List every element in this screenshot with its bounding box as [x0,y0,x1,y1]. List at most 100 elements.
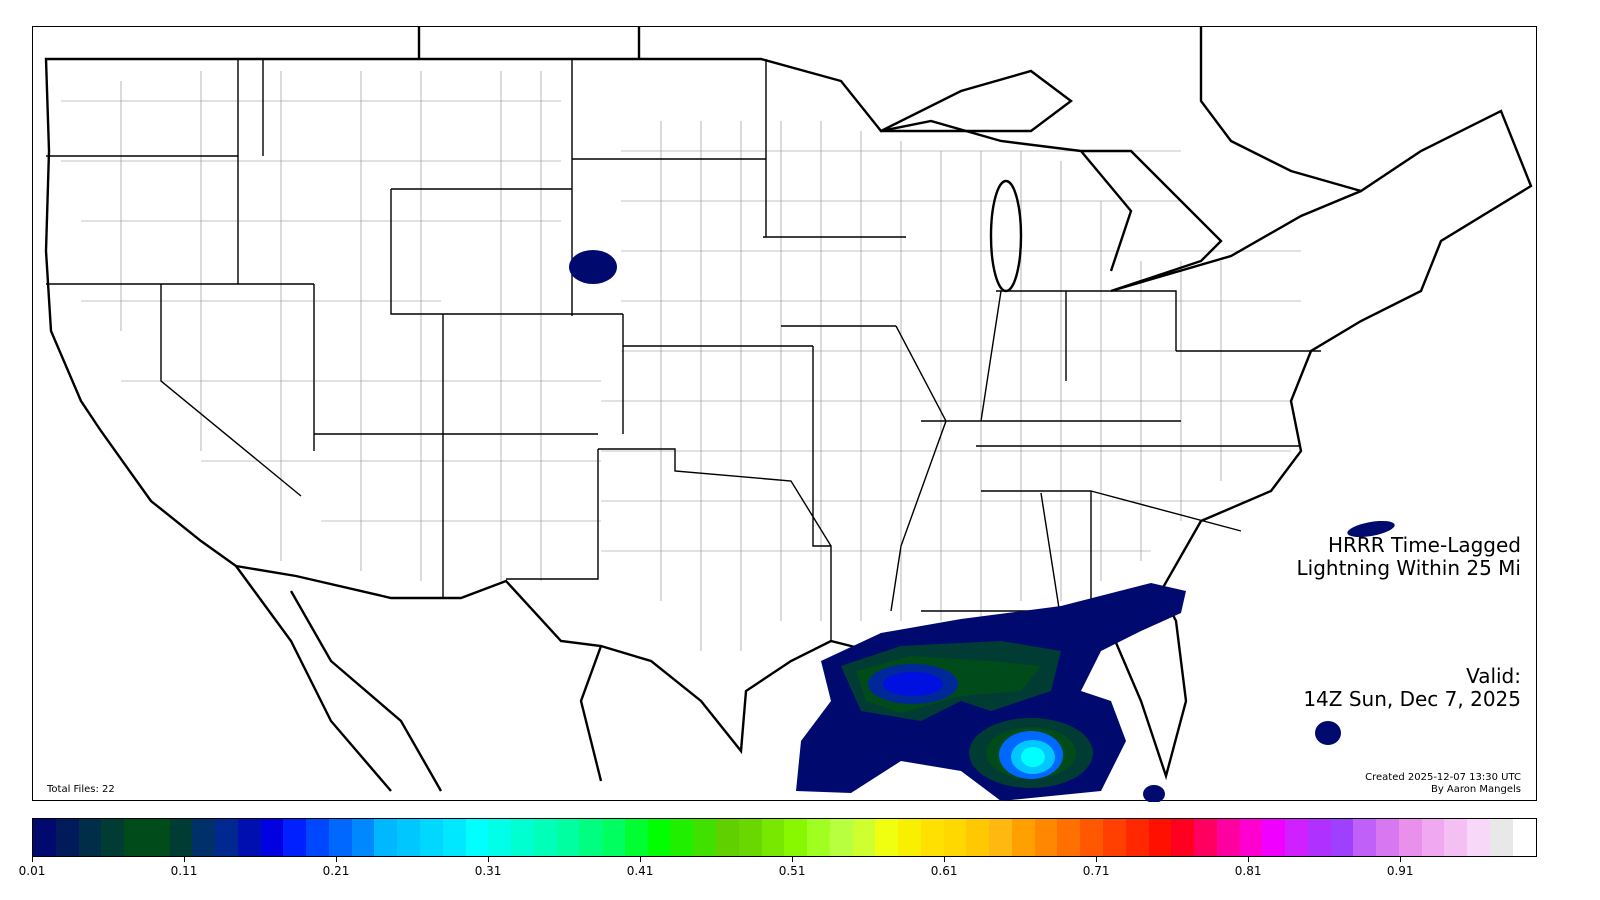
county-grid [61,71,1301,651]
colorbar-segment [192,819,216,856]
colorbar-tick [32,857,33,862]
colorbar-segment [1216,819,1240,856]
colorbar-segment [1330,819,1354,856]
colorbar-segment [397,819,421,856]
colorbar-tick-label: 0.01 [18,864,46,878]
colorbar-segment [1307,819,1331,856]
colorbar-segment [306,819,329,856]
colorbar-segment [511,819,534,856]
colorbar-tick-label: 0.31 [474,864,502,878]
lightning-blob-bahamas [1315,721,1341,745]
colorbar-segment [33,819,56,856]
colorbar-segment [124,819,147,856]
credits: Created 2025-12-07 13:30 UTC By Aaron Ma… [1365,772,1521,795]
colorbar-segment [1398,819,1422,856]
colorbar-segment [146,819,170,856]
colorbar-segment [1034,819,1058,856]
colorbar-segment [1080,819,1103,856]
colorbar-segment [328,819,352,856]
colorbar-segment [1171,819,1195,856]
colorbar-tick [1096,857,1098,862]
colorbar-segment [1011,819,1035,856]
colorbar-tick [1400,857,1402,862]
colorbar-segment [556,819,580,856]
colorbar-segment [579,819,603,856]
colorbar-segment [215,819,238,856]
colorbar-segment [78,819,102,856]
conus-map [44,27,1533,802]
colorbar-tick [488,857,490,862]
colorbar-tick-label: 0.81 [1234,864,1262,878]
colorbar-tick-label: 0.51 [778,864,806,878]
colorbar-tick-label: 0.71 [1082,864,1110,878]
colorbar-segment [55,819,79,856]
colorbar-segment [374,819,398,856]
colorbar-segment [1421,819,1445,856]
colorbar-segment [420,819,443,856]
colorbar-segment [465,819,489,856]
colorbar-tick [336,857,338,862]
map-panel: HRRR Time-Lagged Lightning Within 25 Mi … [32,26,1537,802]
lightning-blob-nebraska [569,250,617,284]
state-borders [46,59,1321,641]
colorbar-segment [852,819,876,856]
colorbar-segment [943,819,967,856]
colorbar-segment [260,819,284,856]
colorbar-tick-label: 0.41 [626,864,654,878]
colorbar-tick-label: 0.61 [930,864,958,878]
total-files: Total Files: 22 [47,784,115,795]
colorbar-segment [898,819,921,856]
coastline-and-borders [44,27,1533,792]
colorbar-segment [761,819,785,856]
colorbar-segment [1467,819,1490,856]
colorbar-segment [1285,819,1308,856]
map-title: HRRR Time-Lagged Lightning Within 25 Mi [1296,533,1522,580]
colorbar-tick [1248,857,1250,862]
colorbar-segment [442,819,466,856]
colorbar-segment [169,819,193,856]
colorbar-segment [1239,819,1263,856]
colorbar-segment [1444,819,1468,856]
colorbar-segment [1102,819,1126,856]
colorbar-segment [670,819,694,856]
valid-time: Valid: 14Z Sun, Dec 7, 2025 [1303,664,1521,711]
colorbar-segment [1194,819,1217,856]
colorbar-segment [101,819,125,856]
colorbar-tick [944,857,946,862]
colorbar-segment [966,819,990,856]
colorbar-tick [792,857,794,862]
colorbar-segment [351,819,375,856]
colorbar-segment [1125,819,1149,856]
colorbar-segment [693,819,716,856]
colorbar-segment [807,819,830,856]
colorbar-segment [1353,819,1377,856]
lightning-blob-keys [1143,785,1165,802]
colorbar-segment [1148,819,1172,856]
colorbar-tick [184,857,186,862]
colorbar-segment [624,819,648,856]
colorbar [32,818,1537,857]
colorbar-segment [1057,819,1081,856]
colorbar-segment [784,819,808,856]
lightning-probability-contours [569,250,1395,802]
colorbar-tick-label: 0.11 [170,864,198,878]
colorbar-segment [1490,819,1513,856]
colorbar-segment [602,819,625,856]
colorbar-segment [829,819,853,856]
colorbar-segment [738,819,762,856]
colorbar-segment [488,819,512,856]
colorbar-segment [1376,819,1399,856]
colorbar-segment [1512,819,1536,856]
colorbar-segment [283,819,307,856]
colorbar-segment [237,819,261,856]
colorbar-segment [989,819,1012,856]
colorbar-segment [647,819,671,856]
colorbar-segment [715,819,739,856]
colorbar-tick-label: 0.21 [322,864,350,878]
colorbar-segment [920,819,944,856]
lightning-blob-atlantic [1347,520,1395,538]
colorbar-segment [1262,819,1286,856]
colorbar-segment [533,819,557,856]
colorbar-tick [640,857,642,862]
colorbar-tick-label: 0.91 [1386,864,1414,878]
